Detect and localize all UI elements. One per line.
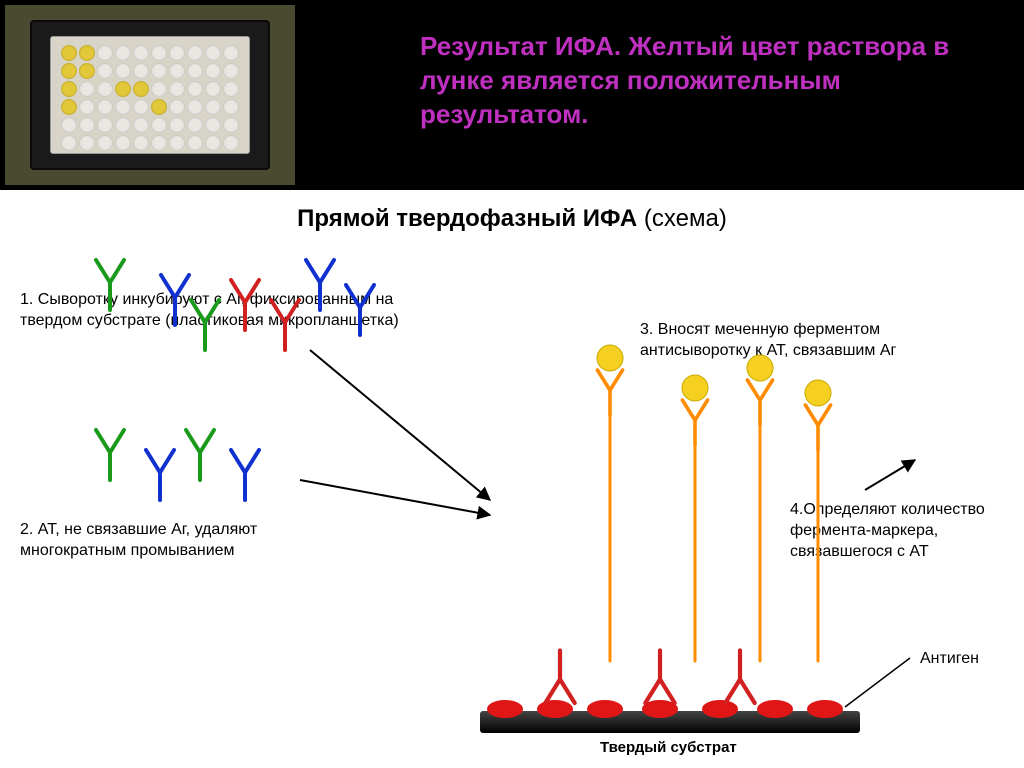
well	[61, 81, 77, 97]
well	[187, 63, 203, 79]
well	[187, 135, 203, 151]
scheme-title-plain: (схема)	[637, 205, 727, 232]
well	[97, 135, 113, 151]
well	[223, 63, 239, 79]
well	[223, 135, 239, 151]
well	[187, 81, 203, 97]
well	[61, 45, 77, 61]
diagram-area: Прямой твердофазный ИФА (схема) 1. Сывор…	[0, 190, 1024, 768]
step-3: 3. Вносят меченную ферментом антисыворот…	[640, 320, 930, 362]
microplate	[50, 36, 250, 154]
well	[169, 117, 185, 133]
well	[97, 99, 113, 115]
well	[115, 117, 131, 133]
substrate-plate	[480, 711, 860, 733]
well	[205, 81, 221, 97]
top-strip: Результат ИФА. Желтый цвет раствора в лу…	[0, 0, 1024, 190]
well	[97, 81, 113, 97]
well	[205, 117, 221, 133]
well	[79, 81, 95, 97]
step-2: 2. АТ, не связавшие Аг, удаляют многокра…	[20, 520, 280, 562]
step-1: 1. Сыворотку инкубируют с Аг, фиксирован…	[20, 290, 400, 332]
well	[151, 99, 167, 115]
well	[205, 45, 221, 61]
well	[61, 117, 77, 133]
scheme-title-bold: Прямой твердофазный ИФА	[297, 205, 637, 232]
well	[205, 63, 221, 79]
well	[133, 81, 149, 97]
well	[187, 45, 203, 61]
well	[115, 99, 131, 115]
substrate-label: Твердый субстрат	[600, 739, 737, 756]
well	[133, 63, 149, 79]
well	[61, 99, 77, 115]
well	[97, 45, 113, 61]
well	[151, 63, 167, 79]
well	[115, 63, 131, 79]
well	[133, 99, 149, 115]
well	[151, 81, 167, 97]
antigen-label: Антиген	[920, 650, 979, 668]
well	[205, 99, 221, 115]
well	[205, 135, 221, 151]
well	[223, 99, 239, 115]
well	[151, 135, 167, 151]
well	[169, 45, 185, 61]
well	[151, 117, 167, 133]
well	[223, 45, 239, 61]
scanner-frame	[30, 20, 270, 170]
well	[79, 45, 95, 61]
well	[133, 117, 149, 133]
well	[115, 81, 131, 97]
well	[223, 81, 239, 97]
well	[97, 63, 113, 79]
diagram-svg	[0, 190, 1024, 768]
well	[133, 45, 149, 61]
well	[115, 45, 131, 61]
well	[61, 63, 77, 79]
well	[79, 63, 95, 79]
well	[187, 99, 203, 115]
well	[97, 117, 113, 133]
well	[115, 135, 131, 151]
well	[151, 45, 167, 61]
well	[79, 117, 95, 133]
well	[133, 135, 149, 151]
step-4: 4.Определяют количество фермента-маркера…	[790, 500, 1020, 562]
well	[223, 117, 239, 133]
well	[79, 99, 95, 115]
scheme-title: Прямой твердофазный ИФА (схема)	[0, 205, 1024, 233]
well	[169, 81, 185, 97]
well	[79, 135, 95, 151]
well	[169, 135, 185, 151]
header-title: Результат ИФА. Желтый цвет раствора в лу…	[420, 30, 980, 131]
well	[169, 99, 185, 115]
well	[187, 117, 203, 133]
well	[169, 63, 185, 79]
elisa-photo	[5, 5, 295, 185]
well	[61, 135, 77, 151]
